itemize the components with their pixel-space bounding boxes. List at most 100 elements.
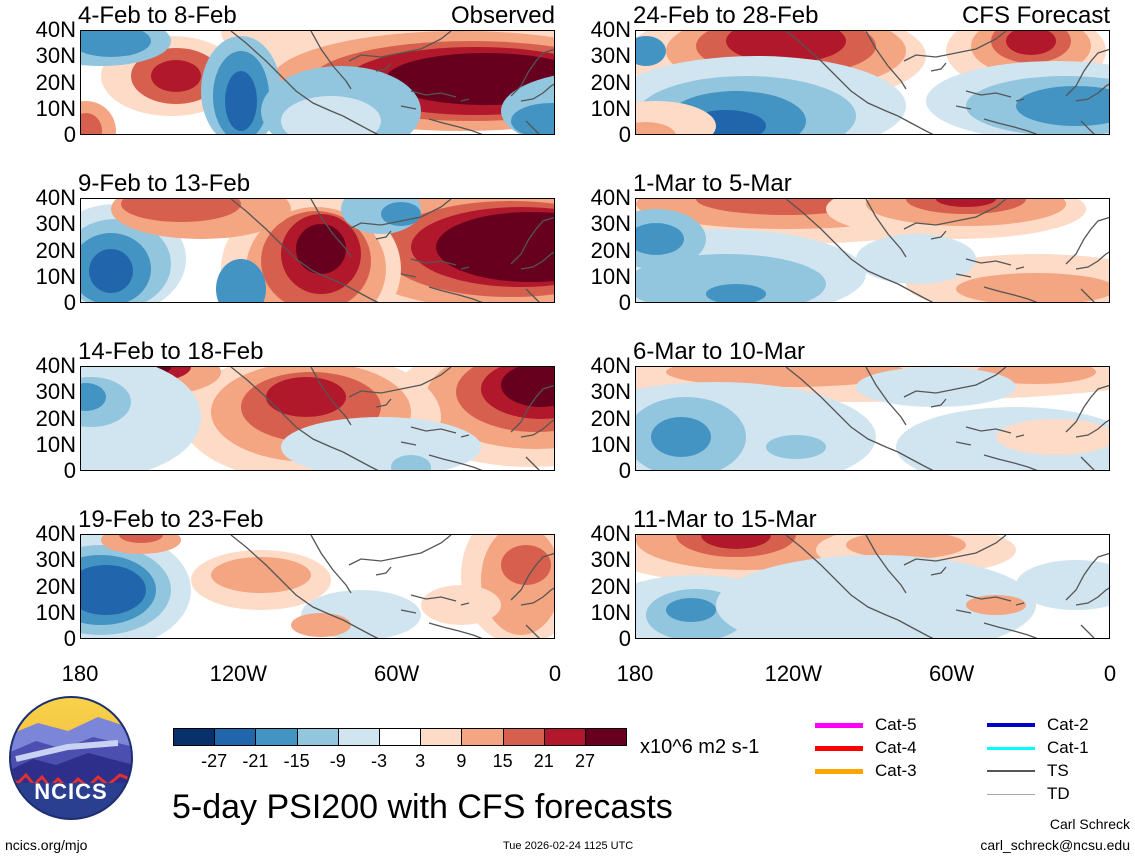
- coastline: [410, 594, 457, 602]
- coastline: [520, 83, 554, 102]
- colorbar-tick: 21: [533, 751, 554, 771]
- legend-label: Cat-3: [875, 761, 917, 780]
- latitude-tick: 30N: [590, 379, 631, 405]
- latitude-tick: 40N: [590, 185, 631, 210]
- panel-date-range: 19-Feb to 23-Feb: [78, 506, 264, 533]
- author-email[interactable]: carl_schreck@ncsu.edu: [980, 837, 1130, 853]
- coastline: [428, 118, 483, 134]
- latitude-tick: 40N: [590, 521, 631, 546]
- psi-contour: [636, 122, 676, 134]
- panel-date-range: 11-Mar to 15-Mar: [633, 506, 817, 533]
- coastline: [342, 451, 379, 470]
- psi-contour: [386, 53, 554, 105]
- latitude-tick: 20N: [35, 69, 76, 95]
- coastline: [1065, 216, 1109, 265]
- coastline: [230, 367, 344, 453]
- coastline: [230, 31, 344, 117]
- coastline: [897, 619, 934, 638]
- map-panel-l3: [80, 534, 555, 639]
- latitude-tick: 10N: [35, 263, 76, 289]
- psi-contour: [216, 259, 266, 302]
- latitude-tick: 10N: [35, 431, 76, 457]
- psi-contour: [701, 535, 771, 549]
- colorbar-tick: -21: [242, 751, 269, 771]
- coastline: [897, 283, 934, 302]
- coastline: [525, 624, 540, 638]
- map-panel-l0: [80, 30, 555, 135]
- coastline: [865, 31, 907, 90]
- coastline: [903, 31, 1007, 62]
- colorbar-tick: 9: [456, 751, 467, 771]
- psi-contour: [121, 199, 241, 222]
- coastline: [965, 90, 1012, 98]
- legend-label: Cat-4: [875, 738, 917, 757]
- coastline: [520, 419, 554, 438]
- psi-contour: [936, 199, 996, 207]
- panel-date-range: 4-Feb to 8-Feb: [78, 2, 237, 29]
- psi-contour: [81, 383, 106, 411]
- coastline: [348, 367, 452, 398]
- latitude-tick: 20N: [35, 573, 76, 599]
- legend-line: [987, 746, 1035, 750]
- map-panel-l1: [80, 198, 555, 303]
- latitude-tick: 0: [618, 290, 631, 315]
- colorbar-tick: 15: [492, 751, 513, 771]
- psi-contour: [856, 367, 1016, 407]
- psi-contour: [296, 224, 346, 274]
- latitude-tick: 0: [63, 290, 76, 315]
- colorbar-units: x10^6 m2 s-1: [640, 736, 760, 758]
- latitude-tick: 0: [618, 458, 631, 483]
- coastline: [400, 105, 417, 110]
- coastline: [310, 367, 352, 426]
- coastline: [1075, 587, 1109, 606]
- psi-contour: [766, 435, 826, 459]
- colorbar-swatch: [255, 728, 298, 746]
- latitude-tick: 30N: [590, 211, 631, 237]
- coastline: [375, 62, 392, 72]
- psi-contour: [1016, 86, 1109, 126]
- panel-date-range: 14-Feb to 18-Feb: [78, 338, 264, 365]
- coastline: [230, 535, 344, 621]
- coastline: [375, 230, 392, 240]
- coastline: [410, 426, 457, 434]
- coastline: [955, 441, 972, 446]
- coastline: [310, 31, 352, 90]
- psi-contour: [151, 60, 201, 92]
- latitude-tick: 0: [63, 458, 76, 483]
- coastline: [400, 441, 417, 446]
- coastline: [1075, 251, 1109, 270]
- psi-contour: [1006, 31, 1056, 55]
- panel-date-range: 9-Feb to 13-Feb: [78, 170, 251, 197]
- coastline: [510, 216, 554, 265]
- map-panel-l2: [80, 366, 555, 471]
- latitude-tick: 0: [63, 122, 76, 147]
- timestamp: Tue 2026-02-24 1125 UTC: [503, 840, 634, 852]
- coastline: [865, 367, 907, 426]
- coastline: [983, 118, 1038, 134]
- coastline: [510, 384, 554, 433]
- coastline: [460, 434, 470, 438]
- coastline: [428, 286, 483, 302]
- coastline: [1075, 83, 1109, 102]
- colorbar-swatch: [585, 728, 628, 746]
- latitude-tick: 0: [618, 122, 631, 147]
- panel-date-range: 24-Feb to 28-Feb: [633, 2, 819, 29]
- coastline: [785, 367, 899, 453]
- coastline: [510, 552, 554, 601]
- latitude-tick: 40N: [35, 521, 76, 546]
- legend-line: [987, 723, 1035, 727]
- site-link[interactable]: ncics.org/mjo: [5, 837, 88, 853]
- psi-contour: [511, 103, 554, 134]
- coastline: [310, 199, 352, 258]
- coastline: [1015, 98, 1025, 102]
- coastline: [983, 454, 1038, 470]
- latitude-tick: 10N: [590, 599, 631, 625]
- legend-line: [987, 793, 1035, 795]
- coastline: [785, 31, 899, 117]
- panel-source-tag: CFS Forecast: [961, 2, 1110, 29]
- coastline: [930, 62, 947, 72]
- latitude-tick: 20N: [35, 405, 76, 431]
- coastline: [400, 609, 417, 614]
- psi-contour: [956, 273, 1109, 302]
- psi-contour: [281, 96, 381, 134]
